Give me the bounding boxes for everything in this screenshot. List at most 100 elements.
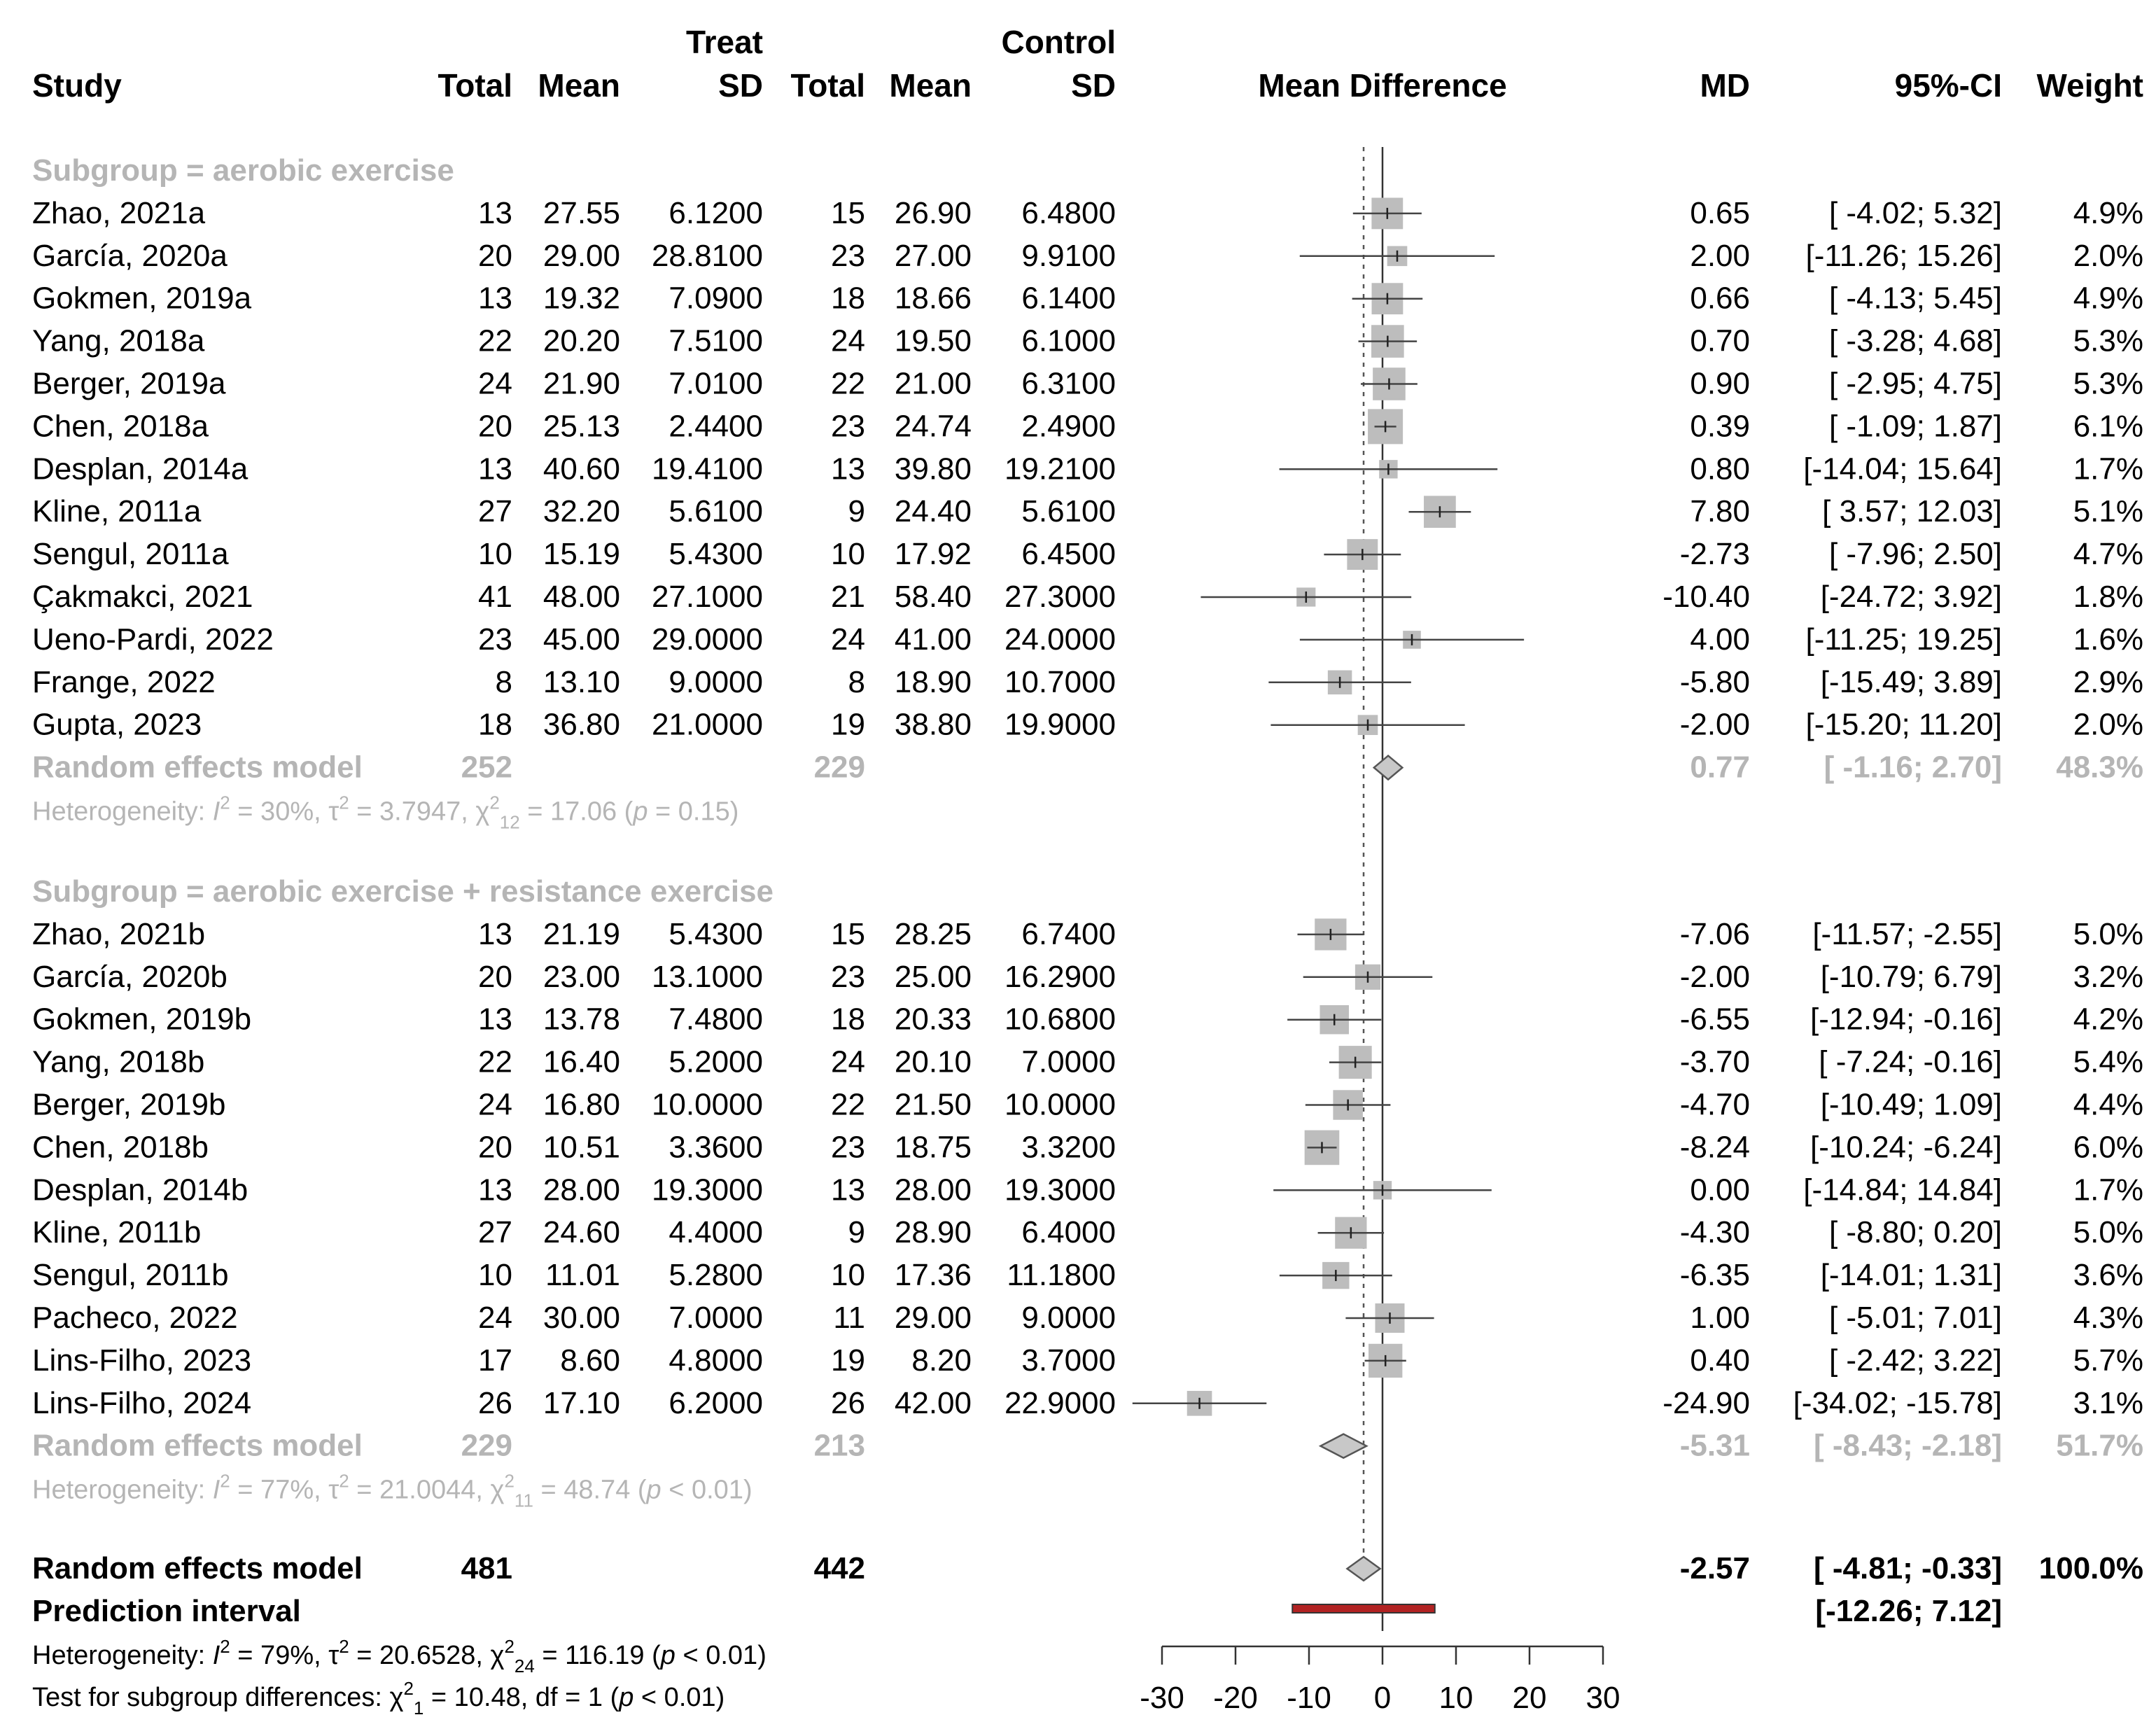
weight-value: 2.0% (2073, 239, 2143, 273)
treat-mean: 20.20 (543, 324, 620, 358)
subgroup-label: Subgroup = aerobic exercise (32, 153, 454, 188)
subgroup-heterogeneity-part: 2 (220, 792, 230, 813)
subgroup-heterogeneity-part: = 30%, τ (230, 797, 340, 827)
treat-total: 26 (478, 1386, 512, 1420)
subgroup-heterogeneity-part: I (213, 1476, 220, 1505)
study-name: Yang, 2018a (32, 324, 205, 358)
overall-heterogeneity-part: = 79%, τ (230, 1641, 340, 1670)
treat-mean: 10.51 (543, 1130, 620, 1164)
treat-total: 20 (478, 239, 512, 273)
treat-mean: 36.80 (543, 708, 620, 742)
weight-value: 5.0% (2073, 1215, 2143, 1250)
subgroup-pooled-weight: 48.3% (2056, 750, 2143, 785)
treat-sd: 2.4400 (668, 409, 763, 443)
subgroup-label: Subgroup = aerobic exercise + resistance… (32, 874, 774, 909)
treat-sd: 7.4800 (668, 1002, 763, 1037)
md-value: -2.00 (1680, 708, 1750, 742)
overall-treat-total: 481 (461, 1551, 512, 1586)
ci-value: [ -1.09; 1.87] (1829, 409, 2002, 443)
study-name: Chen, 2018b (32, 1130, 209, 1164)
overall-heterogeneity-part: < 0.01) (676, 1641, 766, 1670)
study-name: Lins-Filho, 2024 (32, 1386, 251, 1420)
study-name: Sengul, 2011a (32, 537, 229, 571)
subgroup-pooled-treat-total: 252 (461, 750, 512, 785)
control-total: 23 (831, 239, 865, 273)
study-name: Gupta, 2023 (32, 708, 202, 742)
control-total: 23 (831, 960, 865, 994)
control-sd: 11.1800 (1007, 1258, 1116, 1292)
treat-total: 10 (478, 1258, 512, 1292)
treat-mean: 16.80 (543, 1088, 620, 1122)
control-mean: 29.00 (895, 1301, 972, 1335)
weight-value: 5.7% (2073, 1343, 2143, 1378)
subgroup-pooled-label: Random effects model (32, 750, 363, 785)
prediction-interval-ci: [-12.26; 7.12] (1815, 1594, 2002, 1628)
md-value: 0.80 (1690, 451, 1750, 486)
study-name: Kline, 2011a (32, 494, 202, 528)
treat-sd: 5.6100 (668, 494, 763, 528)
subgroup-difference-test-part: p (618, 1683, 634, 1712)
weight-value: 1.6% (2073, 622, 2143, 657)
subgroup-heterogeneity-part: = 48.74 ( (533, 1476, 647, 1505)
control-sd: 6.4800 (1021, 196, 1116, 230)
subgroup-difference-test-part: = 10.48, df = 1 ( (424, 1683, 619, 1712)
study-name: Frange, 2022 (32, 665, 216, 699)
study-name: Gokmen, 2019a (32, 281, 252, 316)
treat-mean: 25.13 (543, 409, 620, 443)
weight-value: 4.4% (2073, 1088, 2143, 1122)
control-mean: 27.00 (895, 239, 972, 273)
ci-value: [ -2.95; 4.75] (1829, 367, 2002, 401)
subgroup-heterogeneity-part: = 0.15) (648, 797, 738, 827)
subgroup-difference-test-part: Test for subgroup differences: χ (32, 1683, 403, 1712)
treat-mean: 19.32 (543, 281, 620, 316)
md-value: -4.30 (1680, 1215, 1750, 1250)
ci-value: [-34.02; -15.78] (1793, 1386, 2002, 1420)
treat-mean: 8.60 (560, 1343, 620, 1378)
weight-value: 6.0% (2073, 1130, 2143, 1164)
treat-total: 24 (478, 1301, 512, 1335)
control-total: 24 (831, 324, 865, 358)
subgroup-pooled-control-total: 213 (814, 1429, 865, 1463)
subgroup-heterogeneity-part: 2 (339, 792, 349, 813)
ci-value: [-14.04; 15.64] (1803, 451, 2002, 486)
control-mean: 25.00 (895, 960, 972, 994)
treat-total: 17 (478, 1343, 512, 1378)
treat-total: 20 (478, 409, 512, 443)
subgroup-difference-test: Test for subgroup differences: χ21 = 10.… (32, 1678, 724, 1718)
overall-heterogeneity-part: 2 (339, 1636, 349, 1657)
control-total: 24 (831, 1045, 865, 1079)
ci-value: [-14.01; 1.31] (1821, 1258, 2002, 1292)
control-total: 9 (848, 1215, 865, 1250)
md-value: 0.70 (1690, 324, 1750, 358)
ci-value: [ 3.57; 12.03] (1822, 494, 2002, 528)
subgroup-difference-test-part: 2 (403, 1678, 413, 1699)
subgroup-pooled-label: Random effects model (32, 1429, 363, 1463)
treat-mean: 29.00 (543, 239, 620, 273)
weight-value: 1.7% (2073, 451, 2143, 486)
treat-sd: 6.1200 (668, 196, 763, 230)
md-value: 0.90 (1690, 367, 1750, 401)
weight-value: 3.6% (2073, 1258, 2143, 1292)
md-value: 0.66 (1690, 281, 1750, 316)
treat-mean: 32.20 (543, 494, 620, 528)
study-name: García, 2020a (32, 239, 227, 273)
control-total: 13 (831, 451, 865, 486)
treat-sd: 7.0000 (668, 1301, 763, 1335)
control-mean: 28.25 (895, 917, 972, 951)
md-value: -10.40 (1662, 580, 1750, 614)
control-sd: 6.7400 (1021, 917, 1116, 951)
control-sd: 2.4900 (1021, 409, 1116, 443)
treat-sd: 5.2000 (668, 1045, 763, 1079)
treat-mean: 30.00 (543, 1301, 620, 1335)
subgroup-pooled-control-total: 229 (814, 750, 865, 785)
study-name: Berger, 2019a (32, 367, 226, 401)
control-mean: 8.20 (911, 1343, 972, 1378)
control-total: 21 (831, 580, 865, 614)
control-mean: 20.33 (895, 1002, 972, 1037)
treat-mean: 27.55 (543, 196, 620, 230)
subgroup-heterogeneity-part: 2 (339, 1471, 349, 1492)
control-mean: 18.90 (895, 665, 972, 699)
control-sd: 7.0000 (1021, 1045, 1116, 1079)
overall-md: -2.57 (1680, 1551, 1750, 1586)
control-mean-header: Mean (889, 67, 972, 104)
